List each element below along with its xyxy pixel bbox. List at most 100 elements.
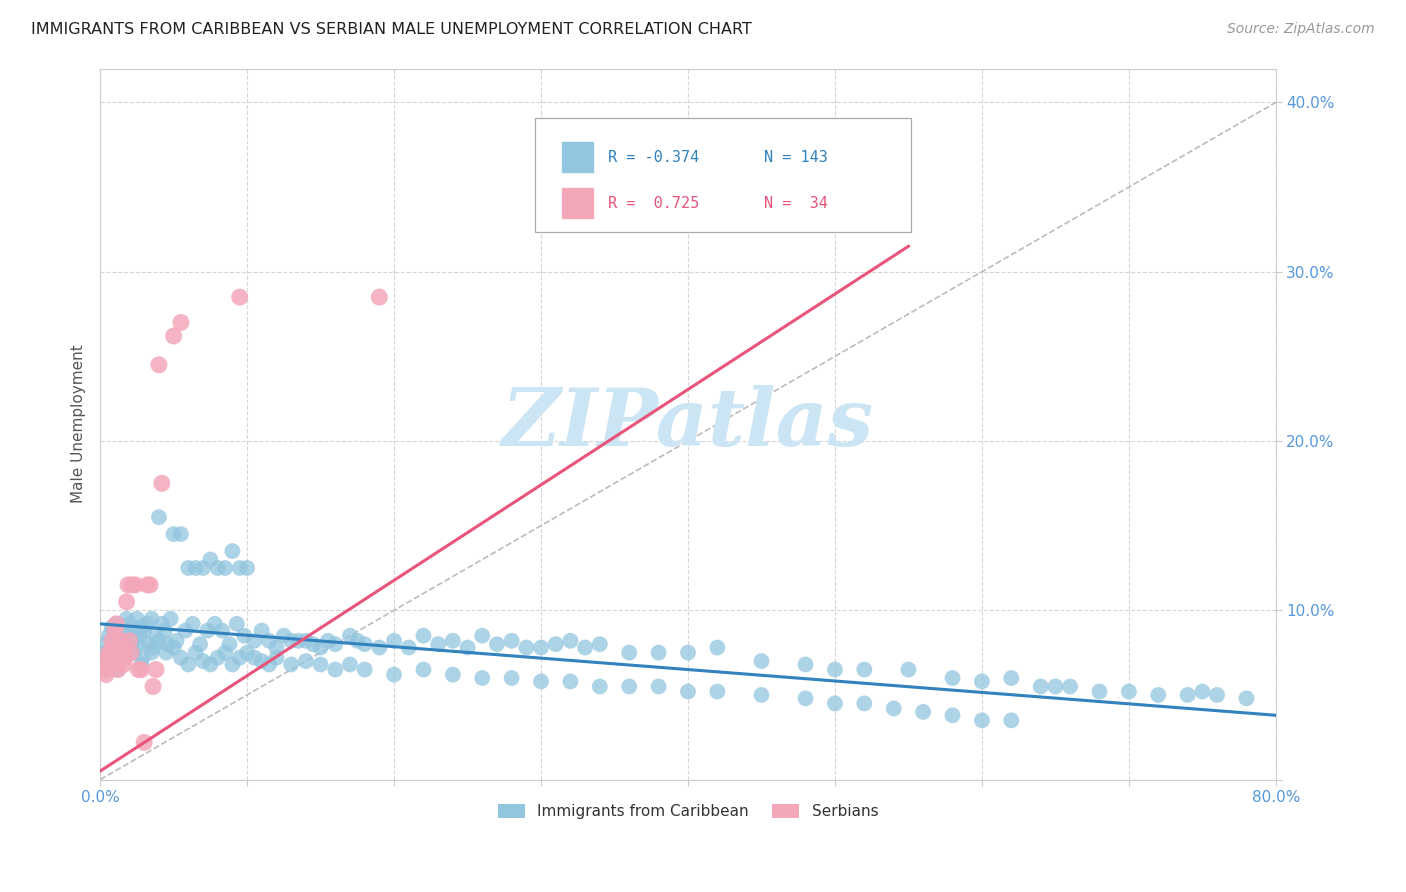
Point [574,640,596,655]
Point [398,640,420,655]
Point [200,552,222,566]
Point [122,646,145,660]
Point [560,674,582,689]
Point [96,650,118,665]
Point [141,646,163,660]
Point [853,697,876,711]
Point [243,633,266,648]
Point [280,633,302,648]
Point [129,657,152,672]
Text: Source: ZipAtlas.com: Source: ZipAtlas.com [1227,22,1375,37]
Point [471,671,494,685]
Point [101,633,124,648]
Point [121,578,143,592]
Point [1059,680,1081,694]
Point [676,646,699,660]
Point [257,633,280,648]
Point [145,663,167,677]
Point [104,624,127,638]
Point [177,561,200,575]
Bar [561,187,593,219]
Point [120,646,142,660]
Point [339,657,361,672]
Point [346,633,368,648]
Point [103,624,125,638]
Point [184,646,207,660]
Point [214,646,236,660]
Point [250,654,273,668]
Point [1206,688,1229,702]
Point [124,578,146,592]
Point [108,650,131,665]
Point [221,657,243,672]
Point [125,612,148,626]
Point [912,705,935,719]
Point [295,654,318,668]
Point [162,329,184,343]
Point [139,578,162,592]
Point [309,640,332,655]
Point [323,663,346,677]
Point [134,735,156,749]
Point [323,637,346,651]
Point [970,674,993,689]
Point [530,640,553,655]
Point [150,616,173,631]
Point [105,616,128,631]
Point [184,561,207,575]
Point [136,616,159,631]
Point [368,640,391,655]
Point [589,637,612,651]
Point [211,624,233,638]
Point [309,657,332,672]
Point [501,633,523,648]
Point [229,561,252,575]
Point [138,637,160,651]
Point [853,663,876,677]
Point [225,616,247,631]
Point [117,578,139,592]
Point [127,663,149,677]
Point [941,671,963,685]
Point [1236,691,1258,706]
Point [266,650,288,665]
Point [200,657,222,672]
Point [295,633,318,648]
Point [339,629,361,643]
Point [794,657,817,672]
Point [412,663,434,677]
Text: IMMIGRANTS FROM CARIBBEAN VS SERBIAN MALE UNEMPLOYMENT CORRELATION CHART: IMMIGRANTS FROM CARIBBEAN VS SERBIAN MAL… [31,22,752,37]
Point [1029,680,1052,694]
Point [91,646,114,660]
Point [105,616,128,631]
Point [236,646,259,660]
Point [148,358,170,372]
Text: N =  34: N = 34 [765,195,828,211]
Point [302,637,325,651]
Point [706,640,728,655]
Point [221,544,243,558]
Point [124,624,146,638]
Point [287,633,309,648]
Point [97,629,120,643]
Point [824,663,846,677]
Point [155,646,177,660]
Point [1088,684,1111,698]
Point [1177,688,1199,702]
Point [1191,684,1213,698]
Point [883,701,905,715]
Point [218,637,240,651]
Point [233,629,256,643]
Point [589,680,612,694]
Point [1045,680,1067,694]
Point [794,691,817,706]
Point [162,527,184,541]
Point [129,663,152,677]
Point [100,654,122,668]
Point [207,650,229,665]
Point [174,624,197,638]
Point [412,629,434,643]
Point [94,667,117,681]
Point [110,633,132,648]
Point [544,637,567,651]
